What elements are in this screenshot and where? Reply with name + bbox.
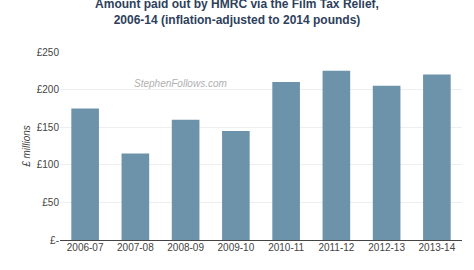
svg-text:2009-10: 2009-10: [218, 242, 255, 253]
svg-text:2007-08: 2007-08: [117, 242, 154, 253]
svg-text:Amount paid out by HMRC via th: Amount paid out by HMRC via the Film Tax…: [95, 0, 379, 27]
svg-text:£ millions: £ millions: [21, 125, 32, 168]
svg-text:StephenFollows.com: StephenFollows.com: [134, 78, 227, 89]
svg-text:£250: £250: [37, 47, 60, 58]
svg-text:£-: £-: [50, 235, 59, 246]
svg-text:£100: £100: [37, 159, 60, 170]
svg-text:2008-09: 2008-09: [167, 242, 204, 253]
svg-text:2012-13: 2012-13: [368, 242, 405, 253]
svg-text:2011-12: 2011-12: [318, 242, 354, 253]
svg-text:2010-11: 2010-11: [268, 242, 304, 253]
svg-text:2013-14: 2013-14: [419, 242, 456, 253]
svg-text:£50: £50: [42, 197, 59, 208]
svg-text:£150: £150: [37, 122, 60, 133]
svg-text:£200: £200: [37, 84, 60, 95]
svg-text:2006-07: 2006-07: [67, 242, 104, 253]
